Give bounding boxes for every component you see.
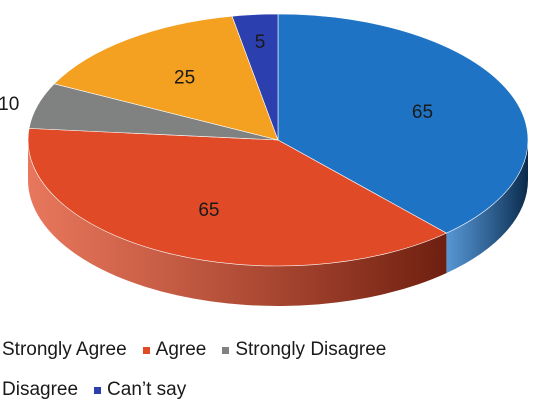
legend-label-strongly-agree: Strongly Agree xyxy=(2,339,127,360)
legend-item-disagree: Disagree xyxy=(2,379,78,401)
legend-row-2: Disagree Can’t say xyxy=(0,370,542,410)
data-label-agree: 65 xyxy=(198,200,219,221)
pie-side-agree xyxy=(28,140,447,306)
legend-label-agree: Agree xyxy=(155,339,207,360)
legend-marker-strongly-disagree xyxy=(222,346,230,354)
data-label-disagree: 25 xyxy=(174,68,195,89)
legend-label-cant-say: Can’t say xyxy=(107,379,187,400)
pie-slice-can-t-say xyxy=(231,13,279,141)
legend-label-strongly-disagree: Strongly Disagree xyxy=(235,339,387,360)
legend-item-strongly-agree: Strongly Agree xyxy=(2,339,127,361)
pie-slice-disagree xyxy=(53,15,279,141)
legend-item-strongly-disagree: Strongly Disagree xyxy=(222,339,386,361)
legend-item-cant-say: Can’t say xyxy=(94,379,186,401)
pie-chart: 65 65 10 25 5 xyxy=(0,13,529,306)
data-label-strongly-disagree: 10 xyxy=(0,94,19,115)
legend-item-agree: Agree xyxy=(142,339,207,361)
data-label-strongly-agree: 65 xyxy=(412,102,433,123)
data-label-can-t-say: 5 xyxy=(255,32,266,53)
pie-side-strongly-agree xyxy=(446,140,528,274)
pie-slice-agree xyxy=(27,128,448,267)
legend-row-1: Strongly Agree Agree Strongly Disagree xyxy=(0,330,542,370)
legend-marker-agree xyxy=(142,346,150,354)
legend-label-disagree: Disagree xyxy=(2,379,79,400)
chart-legend: Strongly Agree Agree Strongly Disagree D… xyxy=(0,330,542,410)
legend-marker-cant-say xyxy=(94,386,102,394)
pie-slice-strongly-agree xyxy=(277,13,529,234)
